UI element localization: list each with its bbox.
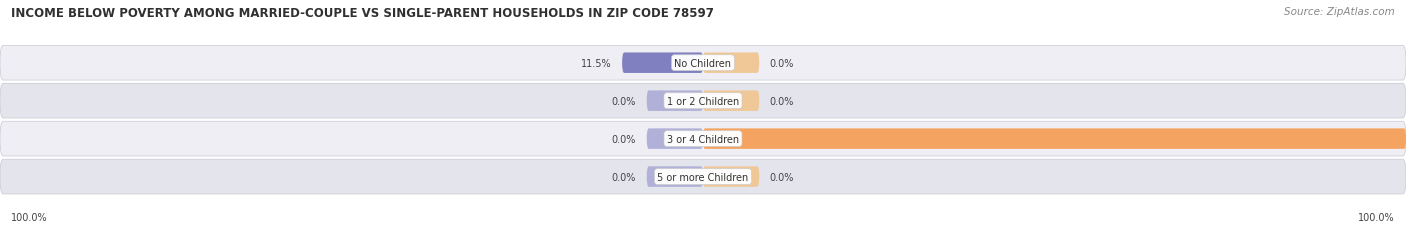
FancyBboxPatch shape <box>647 91 703 111</box>
Text: 0.0%: 0.0% <box>612 172 637 182</box>
FancyBboxPatch shape <box>703 53 759 74</box>
Text: INCOME BELOW POVERTY AMONG MARRIED-COUPLE VS SINGLE-PARENT HOUSEHOLDS IN ZIP COD: INCOME BELOW POVERTY AMONG MARRIED-COUPL… <box>11 7 714 20</box>
FancyBboxPatch shape <box>621 53 703 74</box>
FancyBboxPatch shape <box>0 160 1406 194</box>
FancyBboxPatch shape <box>647 129 703 149</box>
Text: No Children: No Children <box>675 58 731 68</box>
Text: 11.5%: 11.5% <box>581 58 612 68</box>
Text: 0.0%: 0.0% <box>612 96 637 106</box>
Text: 1 or 2 Children: 1 or 2 Children <box>666 96 740 106</box>
Text: 0.0%: 0.0% <box>770 172 794 182</box>
FancyBboxPatch shape <box>0 84 1406 119</box>
FancyBboxPatch shape <box>0 122 1406 156</box>
FancyBboxPatch shape <box>703 129 1406 149</box>
FancyBboxPatch shape <box>647 167 703 187</box>
FancyBboxPatch shape <box>703 91 759 111</box>
Text: 0.0%: 0.0% <box>770 58 794 68</box>
Text: 0.0%: 0.0% <box>612 134 637 144</box>
Text: 100.0%: 100.0% <box>1358 212 1395 222</box>
FancyBboxPatch shape <box>703 167 759 187</box>
Text: 3 or 4 Children: 3 or 4 Children <box>666 134 740 144</box>
Text: Source: ZipAtlas.com: Source: ZipAtlas.com <box>1284 7 1395 17</box>
Text: 100.0%: 100.0% <box>11 212 48 222</box>
Text: 0.0%: 0.0% <box>770 96 794 106</box>
FancyBboxPatch shape <box>0 46 1406 81</box>
Text: 5 or more Children: 5 or more Children <box>658 172 748 182</box>
